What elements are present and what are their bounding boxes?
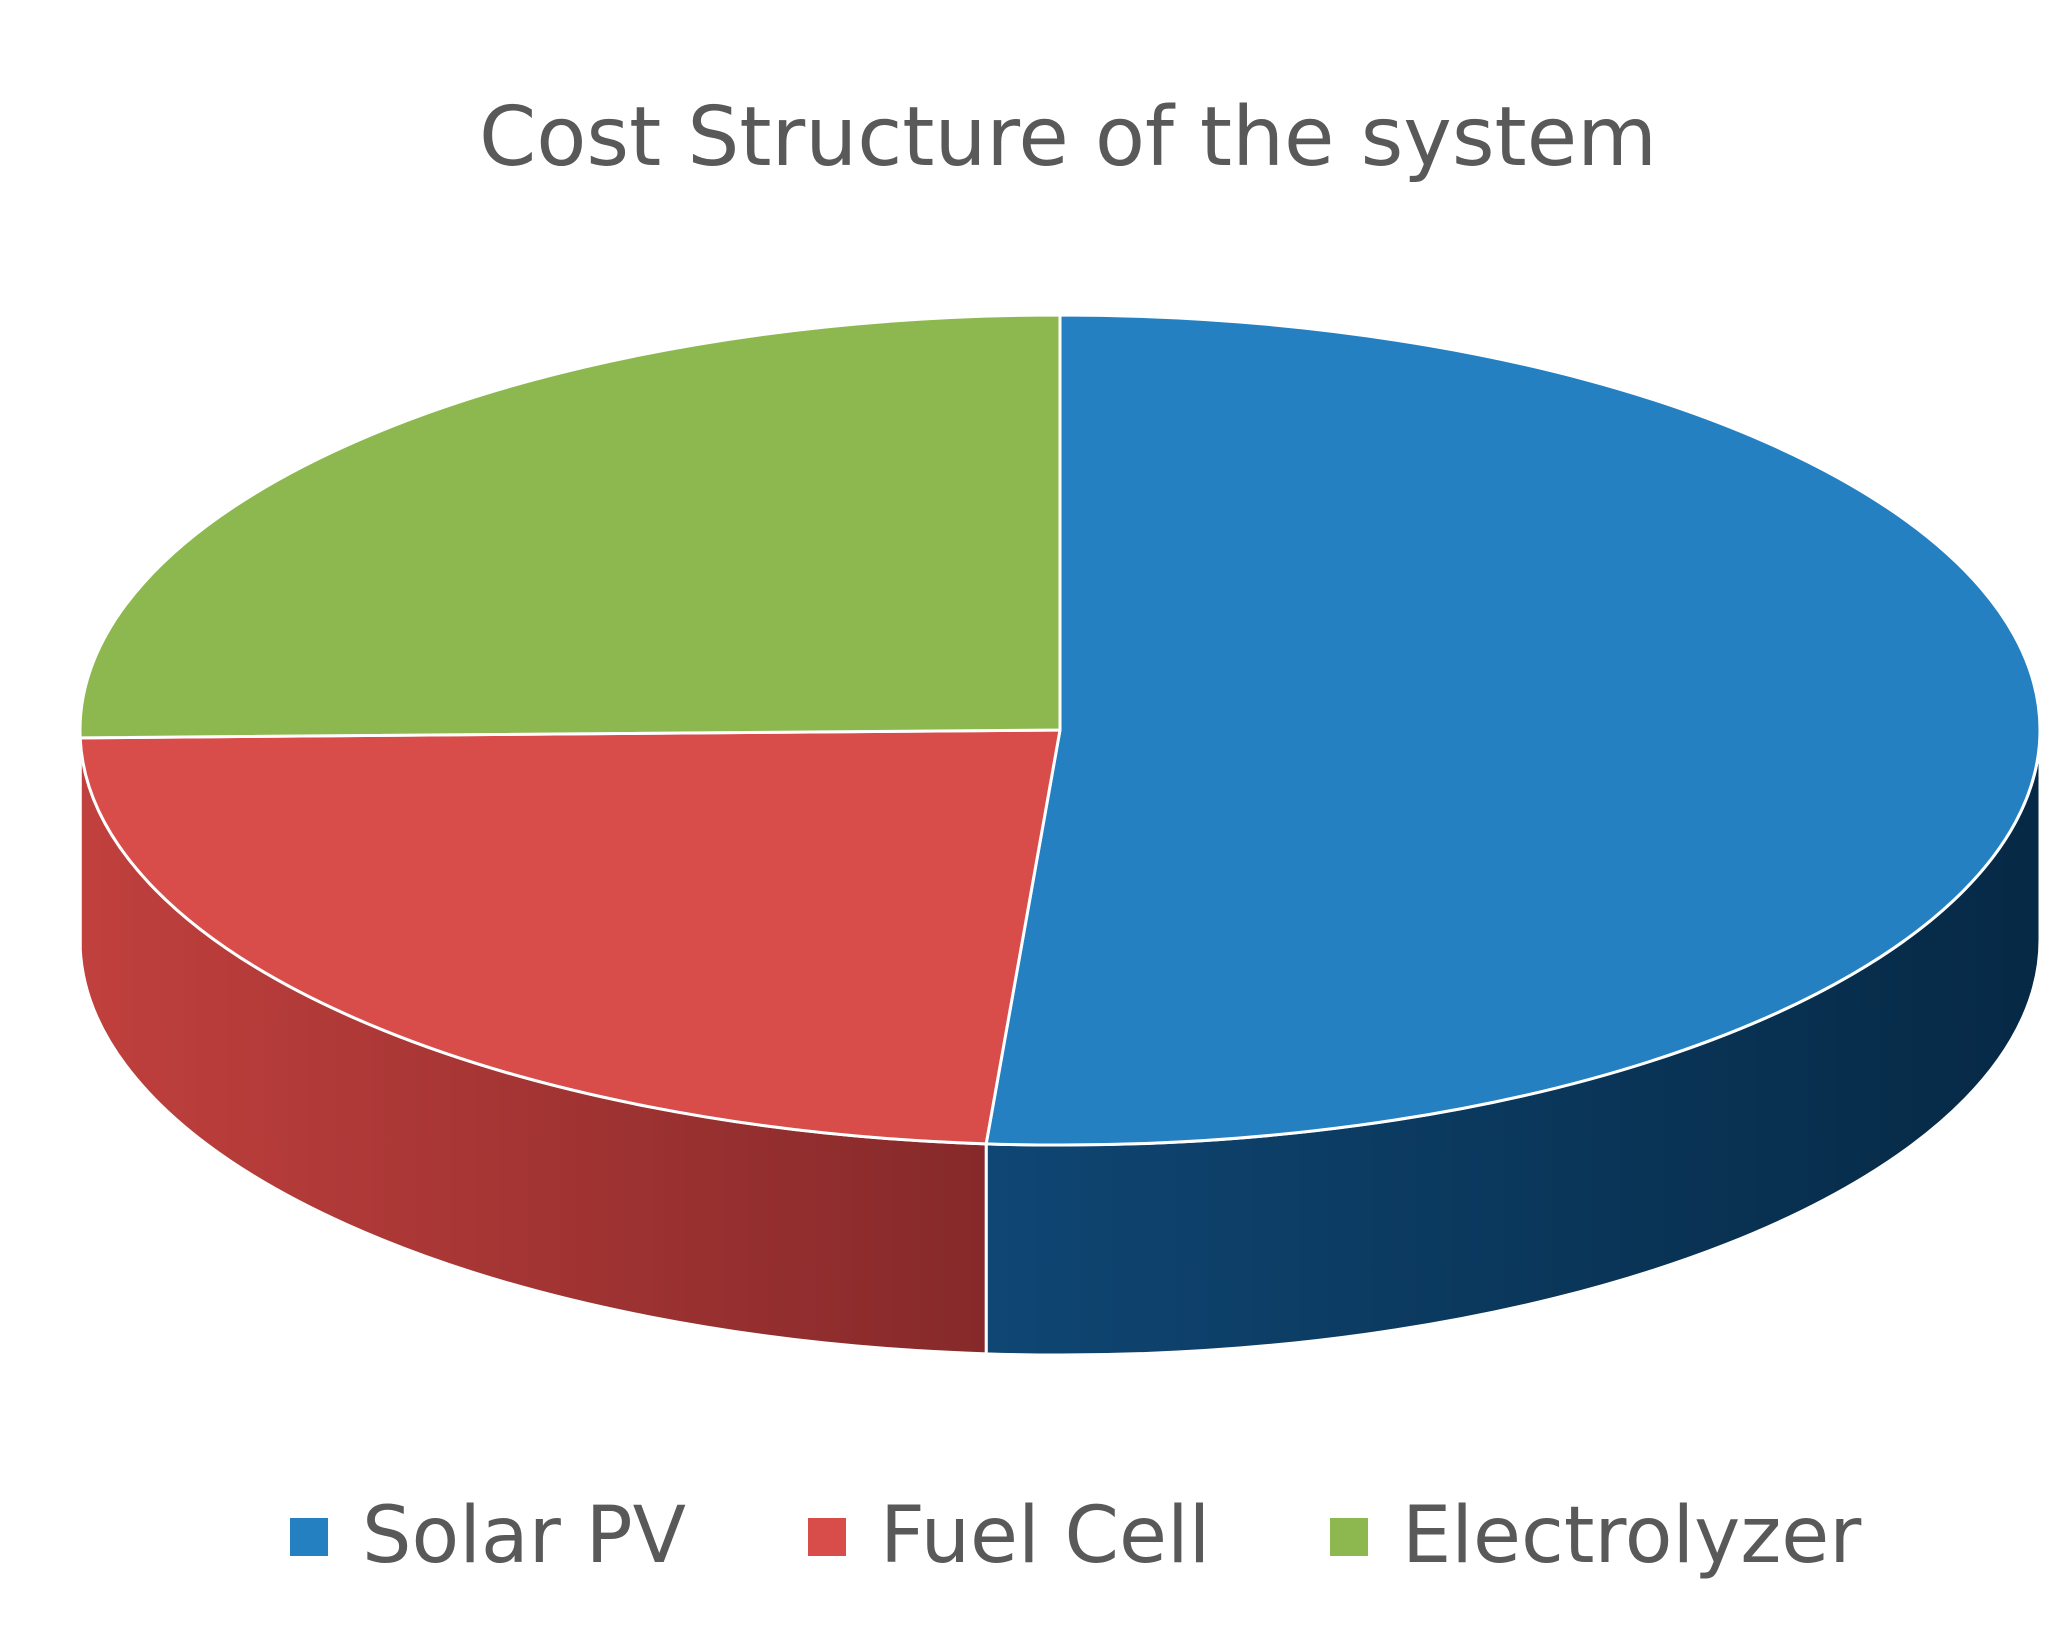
legend-label-fuel-cell: Fuel Cell bbox=[880, 1491, 1210, 1581]
legend-marker-solar-pv bbox=[290, 1518, 328, 1556]
legend-label-solar-pv: Solar PV bbox=[362, 1491, 686, 1581]
chart-title: Cost Structure of the system bbox=[479, 90, 1657, 185]
legend: Solar PV Fuel Cell Electrolyzer bbox=[290, 1491, 1862, 1581]
pie-slices bbox=[78, 313, 2042, 1147]
pie-slice-fuel-cell bbox=[78, 728, 1062, 1146]
legend-marker-fuel-cell bbox=[808, 1518, 846, 1556]
legend-label-electrolyzer: Electrolyzer bbox=[1402, 1491, 1862, 1581]
pie-slice-solar-pv bbox=[984, 313, 2042, 1147]
pie-slice-electrolyzer bbox=[78, 313, 1062, 740]
legend-marker-electrolyzer bbox=[1330, 1518, 1368, 1556]
